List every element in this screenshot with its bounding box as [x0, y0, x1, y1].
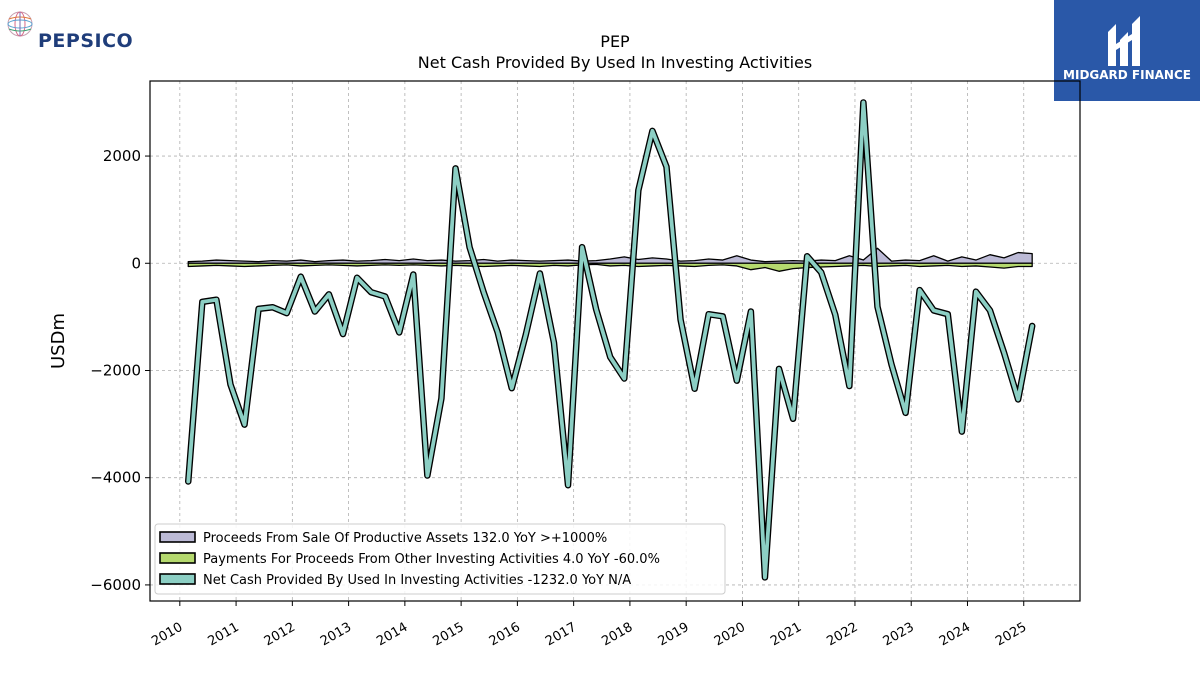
- y-tick-label: 2000: [103, 147, 141, 165]
- chart-title: PEP: [600, 32, 630, 51]
- x-tick-label: 2024: [937, 620, 973, 650]
- y-tick-label: −2000: [90, 361, 141, 379]
- legend-swatch: [159, 573, 196, 585]
- grid-lines: [150, 81, 1080, 601]
- x-tick-label: 2019: [656, 620, 692, 650]
- y-tick-label: −4000: [90, 469, 141, 487]
- x-tick-label: 2017: [543, 620, 579, 650]
- pepsico-logo: PEPSICO: [4, 6, 174, 56]
- x-tick-label: 2012: [262, 620, 298, 650]
- x-tick-label: 2014: [374, 620, 410, 650]
- legend-label: Net Cash Provided By Used In Investing A…: [203, 573, 631, 588]
- x-tick-label: 2023: [881, 620, 917, 650]
- x-tick-label: 2013: [318, 620, 354, 650]
- globe-icon: [7, 11, 33, 37]
- chart-subtitle: Net Cash Provided By Used In Investing A…: [418, 53, 812, 72]
- axes-frame: [149, 80, 1081, 602]
- series-proceeds-area: [187, 247, 1033, 264]
- x-tick-label: 2016: [487, 620, 523, 650]
- legend-swatch: [159, 531, 196, 543]
- legend-label: Proceeds From Sale Of Productive Assets …: [203, 531, 607, 546]
- x-tick-label: 2025: [993, 620, 1029, 650]
- legend-swatch: [159, 552, 196, 564]
- brand-name-right: MIDGARD FINANCE: [1063, 68, 1191, 82]
- midgard-mark-icon: [1108, 16, 1140, 66]
- x-tick-label: 2011: [205, 620, 241, 650]
- y-axis-label: USDm: [48, 313, 69, 369]
- series-net-cash-outline: [185, 99, 1036, 581]
- y-tick-label: −6000: [90, 576, 141, 594]
- x-tick-label: 2020: [712, 620, 748, 650]
- legend-box: [154, 523, 726, 595]
- legend-label: Payments For Proceeds From Other Investi…: [203, 552, 660, 567]
- series-net-cash-line: [186, 100, 1035, 580]
- x-tick-label: 2018: [599, 620, 635, 650]
- legend: Proceeds From Sale Of Productive Assets …: [154, 523, 726, 595]
- brand-name-left: PEPSICO: [38, 30, 134, 52]
- x-tick-label: 2022: [824, 620, 860, 650]
- x-tick-label: 2021: [768, 620, 804, 650]
- series-payments-area: [187, 262, 1033, 272]
- plot-frame: [149, 80, 1081, 602]
- midgard-finance-logo: MIDGARD FINANCE: [1054, 0, 1200, 101]
- x-tick-label: 2010: [149, 620, 185, 650]
- y-tick-label: 0: [131, 254, 141, 272]
- x-tick-label: 2015: [431, 620, 467, 650]
- plot-area: [185, 99, 1036, 581]
